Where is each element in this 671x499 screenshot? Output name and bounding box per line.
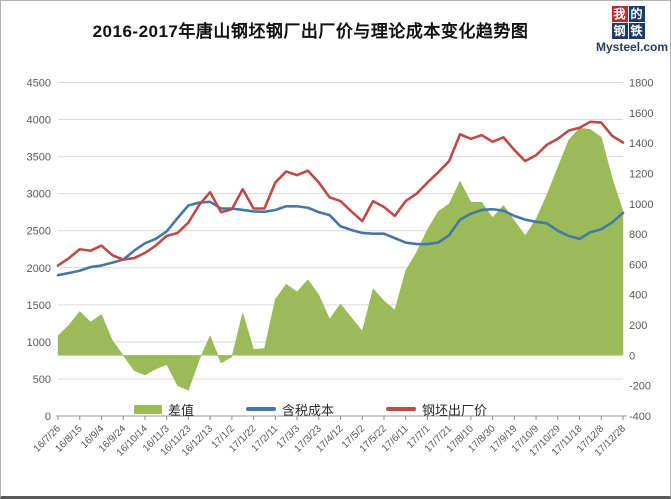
right-axis-tick-label: -200	[629, 381, 651, 393]
logo-char-de: 的	[628, 6, 645, 22]
right-axis-tick-label: 1200	[629, 168, 653, 180]
left-axis-tick-label: 2000	[27, 263, 51, 275]
right-axis-tick-label: 0	[629, 350, 635, 362]
right-axis-tick-label: 200	[629, 320, 647, 332]
logo-char-wo: 我	[611, 6, 628, 22]
left-axis-tick-label: 1500	[27, 300, 51, 312]
left-axis-tick-label: 2500	[27, 226, 51, 238]
mysteel-logo: 我 的 钢 铁 Mysteel.com	[596, 6, 669, 54]
left-axis-tick-label: 4500	[27, 78, 51, 90]
chart-title: 2016-2017年唐山钢坯钢厂出厂价与理论成本变化趋势图	[92, 22, 529, 41]
price-line-series	[56, 120, 625, 267]
right-axis-tick-label: 600	[629, 259, 647, 271]
cost-line-series	[56, 200, 625, 277]
left-axis-tick-label: 1000	[27, 337, 51, 349]
left-axis-tick-label: 500	[33, 374, 51, 386]
left-axis-tick-label: 3500	[27, 152, 51, 164]
right-axis-tick-label: 1000	[629, 199, 653, 211]
left-axis-tick-label: 4000	[27, 115, 51, 127]
diff-area-series	[57, 127, 624, 391]
right-axis-tick-label: 1400	[629, 138, 653, 150]
right-axis-tick-label: 1600	[629, 108, 653, 120]
logo-char-tie: 铁	[628, 23, 645, 39]
mysteel-logo-grid: 我 的 钢 铁	[596, 6, 660, 39]
right-axis-tick-label: 400	[629, 290, 647, 302]
left-axis-tick-label: 0	[45, 411, 51, 423]
mysteel-brand-text: Mysteel.com	[596, 40, 669, 54]
logo-char-gang: 钢	[611, 23, 628, 39]
right-axis-tick-label: -400	[629, 411, 651, 423]
right-axis-tick-label: 800	[629, 229, 647, 241]
right-axis-tick-label: 1800	[629, 78, 653, 90]
left-axis-tick-label: 3000	[27, 189, 51, 201]
